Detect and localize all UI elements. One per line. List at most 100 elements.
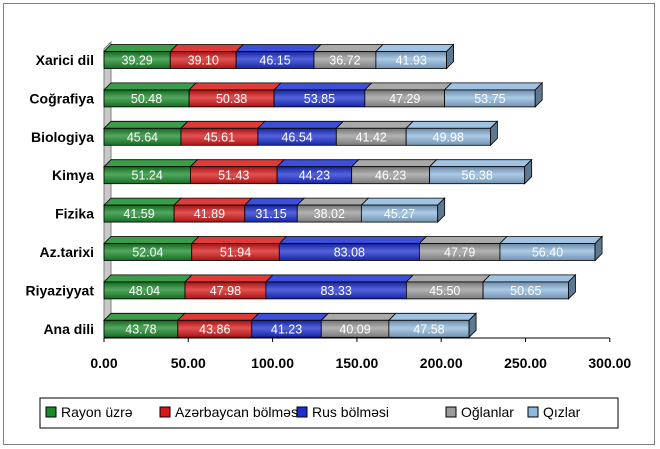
x-tick-label: 150.00 bbox=[335, 355, 378, 371]
data-label: 45.27 bbox=[384, 207, 415, 221]
legend-label: Rus bölməsi bbox=[312, 404, 389, 420]
legend-label: Qızlar bbox=[543, 404, 581, 420]
bar-segment: 45.50 bbox=[405, 274, 492, 300]
data-label: 47.98 bbox=[210, 284, 241, 298]
data-label: 45.50 bbox=[429, 284, 460, 298]
bar-segment: 45.61 bbox=[179, 120, 266, 146]
legend-label: Oğlanlar bbox=[461, 404, 514, 420]
data-label: 45.64 bbox=[127, 130, 158, 144]
legend-swatch bbox=[45, 406, 57, 418]
bar-segment: 39.10 bbox=[169, 44, 245, 69]
data-label: 51.43 bbox=[218, 169, 249, 183]
bar-segment: 44.23 bbox=[276, 159, 360, 185]
data-label: 43.86 bbox=[199, 322, 230, 336]
bar-segment: 83.08 bbox=[278, 236, 428, 261]
x-tick-label: 250.00 bbox=[504, 355, 547, 371]
bar-segment: 49.98 bbox=[405, 120, 499, 147]
data-label: 44.23 bbox=[299, 169, 330, 183]
legend-item: Azərbaycan bölməsi bbox=[159, 404, 301, 420]
data-label: 40.09 bbox=[339, 322, 370, 336]
bar-segment: 47.58 bbox=[387, 312, 478, 339]
legend-item: Rus bölməsi bbox=[296, 404, 389, 420]
bar-segment: 46.15 bbox=[235, 44, 322, 69]
data-label: 51.94 bbox=[220, 246, 251, 260]
data-label: 43.78 bbox=[125, 322, 156, 336]
data-label: 47.79 bbox=[444, 246, 475, 260]
category-label: Biologiya bbox=[31, 129, 94, 145]
data-label: 47.29 bbox=[389, 92, 420, 106]
legend-swatch bbox=[445, 406, 457, 418]
bar-segment: 41.89 bbox=[173, 197, 253, 223]
legend-box bbox=[39, 397, 619, 429]
x-tick-label: 0.00 bbox=[90, 355, 117, 371]
data-label: 50.38 bbox=[216, 92, 247, 106]
data-label: 53.85 bbox=[304, 92, 335, 106]
data-label: 39.10 bbox=[188, 54, 219, 68]
bar-segment: 50.38 bbox=[188, 82, 283, 108]
bar-segment: 40.09 bbox=[320, 312, 397, 338]
bar-segment: 38.02 bbox=[296, 197, 370, 223]
x-tick-label: 100.00 bbox=[251, 355, 294, 371]
data-label: 39.29 bbox=[121, 54, 152, 68]
bar-segment: 41.42 bbox=[335, 120, 415, 146]
legend-item: Oğlanlar bbox=[445, 404, 514, 420]
data-label: 41.42 bbox=[356, 130, 387, 144]
bar-segment: 53.75 bbox=[443, 81, 544, 108]
category-label: Coğrafiya bbox=[29, 90, 94, 106]
data-label: 83.33 bbox=[320, 284, 351, 298]
data-label: 50.65 bbox=[510, 284, 541, 298]
data-label: 83.08 bbox=[334, 246, 365, 260]
data-label: 56.38 bbox=[462, 169, 493, 183]
data-label: 46.23 bbox=[375, 169, 406, 183]
data-label: 46.15 bbox=[259, 54, 290, 68]
bar-segment: 36.72 bbox=[313, 44, 384, 69]
bar-segment: 56.40 bbox=[498, 235, 604, 262]
x-tick-label: 200.00 bbox=[420, 355, 463, 371]
legend-swatch bbox=[296, 406, 308, 418]
category-label: Kimya bbox=[52, 167, 94, 183]
bar-segment: 46.23 bbox=[350, 159, 438, 185]
data-label: 50.48 bbox=[131, 92, 162, 106]
bar-segment: 31.15 bbox=[243, 197, 306, 223]
bar-segment: 41.93 bbox=[374, 43, 455, 70]
bar-segment: 52.04 bbox=[103, 236, 200, 261]
bar-segment: 46.54 bbox=[256, 120, 345, 146]
legend-item: Rayon üzrə bbox=[45, 404, 133, 420]
bar-segment: 50.48 bbox=[103, 82, 198, 108]
bar-segment: 56.38 bbox=[428, 158, 533, 185]
category-label: Fizika bbox=[55, 206, 94, 222]
data-label: 36.72 bbox=[329, 54, 360, 68]
data-label: 46.54 bbox=[281, 130, 312, 144]
bar-segment: 41.59 bbox=[103, 197, 183, 223]
data-label: 48.04 bbox=[129, 284, 160, 298]
data-label: 41.59 bbox=[123, 207, 154, 221]
legend: Rayon üzrə Azərbaycan bölməsi Rus bölməsi O… bbox=[39, 397, 619, 429]
bar-segment: 41.23 bbox=[250, 312, 330, 338]
bar-segment: 43.86 bbox=[176, 312, 260, 338]
data-label: 47.58 bbox=[413, 322, 444, 336]
data-label: 45.61 bbox=[204, 130, 235, 144]
data-label: 49.98 bbox=[433, 130, 464, 144]
data-label: 41.23 bbox=[271, 322, 302, 336]
data-label: 51.24 bbox=[132, 169, 163, 183]
data-label: 41.93 bbox=[396, 54, 427, 68]
plot-area: 0.00 50.00 100.00 150.00 200.00 250.00 300.00 X… bbox=[26, 40, 631, 371]
bar-segment: 53.85 bbox=[273, 82, 373, 108]
bar-segment: 50.65 bbox=[482, 273, 577, 300]
category-label: Riyaziyyat bbox=[26, 282, 95, 298]
legend-item: Qızlar bbox=[527, 404, 581, 420]
bar-segment: 83.33 bbox=[264, 274, 415, 300]
bar-segment: 48.04 bbox=[103, 274, 193, 300]
bar-segment: 51.43 bbox=[189, 159, 286, 185]
bar-segment: 47.79 bbox=[418, 236, 508, 261]
data-label: 31.15 bbox=[255, 207, 286, 221]
x-tick-label: 300.00 bbox=[588, 355, 631, 371]
legend-swatch bbox=[527, 406, 539, 418]
category-label: Az.tarixi bbox=[40, 244, 94, 260]
legend-label: Azərbaycan bölməsi bbox=[175, 404, 301, 420]
data-label: 56.40 bbox=[532, 246, 563, 260]
x-tick-label: 50.00 bbox=[171, 355, 206, 371]
legend-label: Rayon üzrə bbox=[61, 404, 133, 420]
bar-segment: 45.27 bbox=[360, 197, 446, 224]
